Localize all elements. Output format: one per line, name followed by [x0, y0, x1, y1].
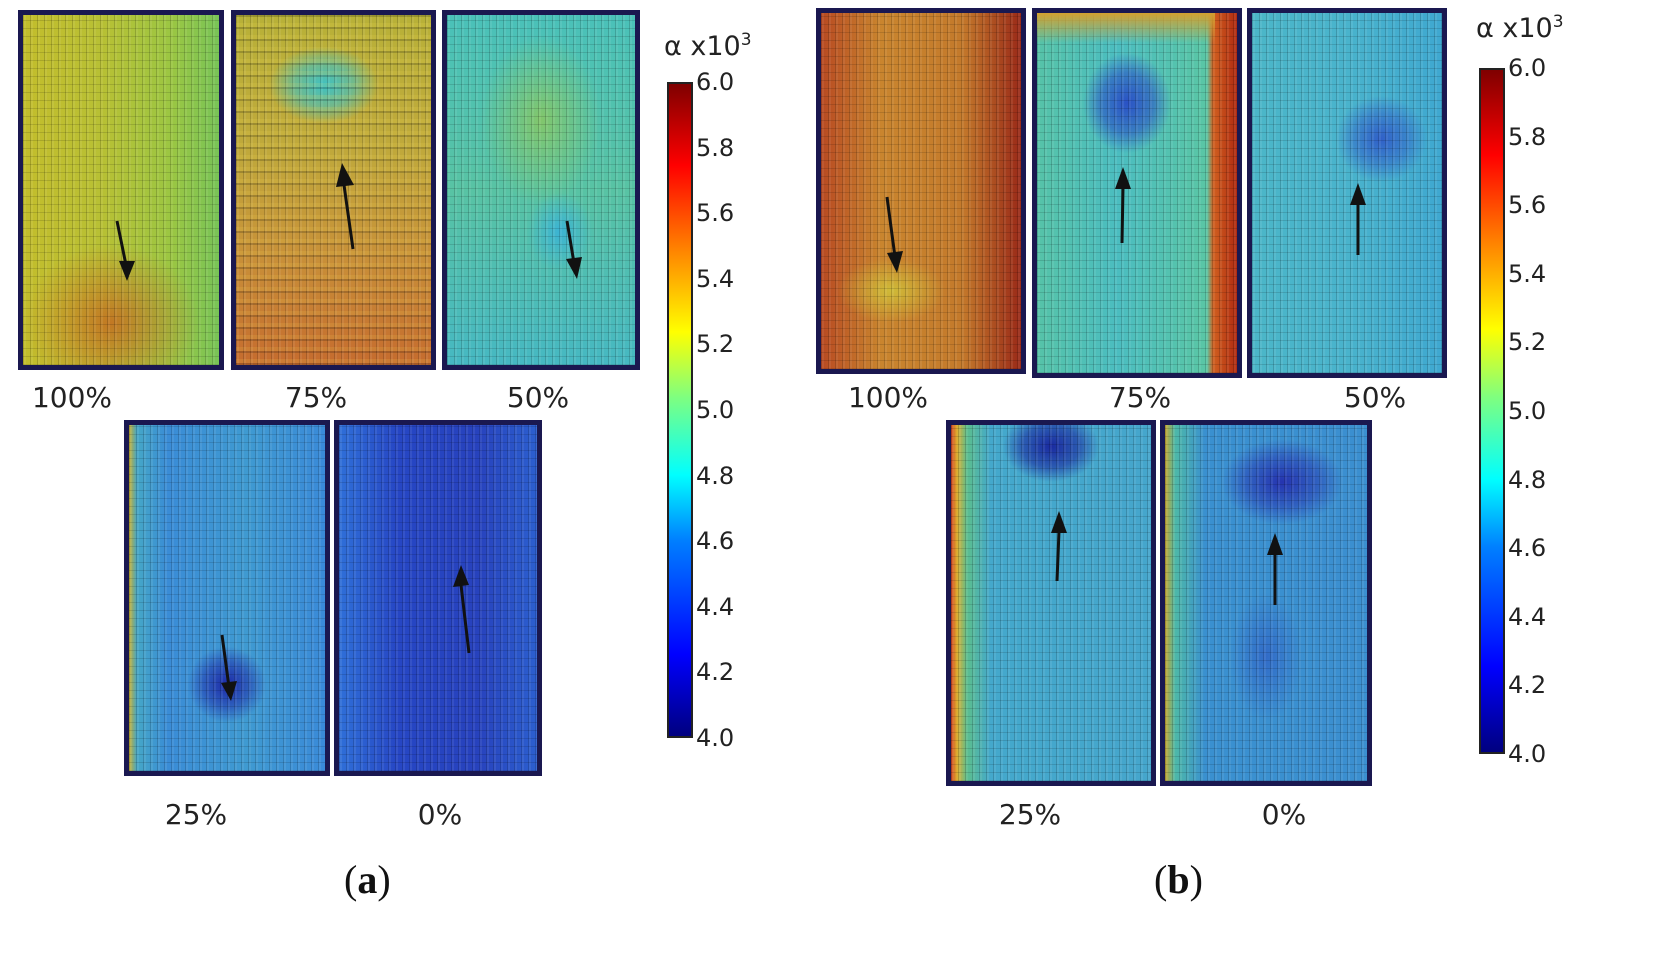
- tile-label: 75%: [284, 381, 348, 414]
- colorbar-tick-label: 4.4: [696, 592, 735, 621]
- thermal-map-a-25: [124, 420, 330, 776]
- colorbar: [1479, 68, 1505, 754]
- colorbar-tick-label: 5.6: [696, 199, 735, 228]
- tile-label: 25%: [164, 798, 228, 831]
- colorbar-title: α x103: [1476, 12, 1564, 44]
- colorbar-tick-label: 5.8: [1508, 122, 1547, 151]
- tile-label: 75%: [1108, 381, 1172, 414]
- colorbar-tick-label: 5.2: [1508, 328, 1547, 357]
- colorbar-tick-label: 5.2: [696, 330, 735, 359]
- tile-label: 50%: [1343, 381, 1407, 414]
- thermal-map-b-0: [1160, 420, 1372, 786]
- colorbar-tick-label: 4.2: [1508, 671, 1547, 700]
- colorbar-tick-label: 5.6: [1508, 191, 1547, 220]
- thermal-map-b-100: [816, 8, 1026, 374]
- colorbar-tick-label: 4.6: [696, 527, 735, 556]
- panel-caption: (a): [344, 857, 391, 902]
- arrow-icon: [220, 634, 237, 701]
- colorbar-title: α x103: [664, 30, 752, 62]
- arrow-icon: [565, 220, 582, 279]
- colorbar-tick-label: 6.0: [696, 68, 735, 96]
- thermal-map-a-75: [231, 10, 436, 370]
- tile-label: 50%: [506, 381, 570, 414]
- tile-label: 100%: [31, 381, 113, 414]
- tile-label: 0%: [417, 798, 463, 831]
- colorbar-tick-label: 4.2: [696, 658, 735, 687]
- arrow-icon: [336, 163, 355, 250]
- colorbar-tick-label: 5.0: [1508, 397, 1547, 425]
- colorbar-tick-label: 5.8: [696, 133, 735, 162]
- thermal-map-b-25: [946, 420, 1156, 786]
- colorbar-tick-label: 4.0: [696, 724, 735, 752]
- colorbar-tick-label: 4.4: [1508, 602, 1547, 631]
- thermal-map-a-50: [442, 10, 640, 370]
- tile-label: 25%: [998, 798, 1062, 831]
- tile-label: 0%: [1261, 798, 1307, 831]
- colorbar-tick-label: 5.4: [696, 264, 735, 293]
- colorbar-tick-label: 6.0: [1508, 54, 1547, 82]
- colorbar-tick-label: 5.0: [696, 396, 735, 424]
- arrow-icon: [1115, 167, 1131, 244]
- arrow-icon: [1267, 533, 1283, 605]
- thermal-map-a-100: [18, 10, 224, 370]
- arrow-icon: [115, 220, 135, 281]
- tile-label: 100%: [847, 381, 929, 414]
- colorbar-tick-label: 4.0: [1508, 740, 1547, 768]
- thermal-map-a-0: [334, 420, 542, 776]
- colorbar-tick-label: 4.8: [696, 461, 735, 490]
- thermal-map-b-50: [1247, 8, 1447, 378]
- colorbar-tick-label: 4.6: [1508, 534, 1547, 563]
- arrow-icon: [1051, 511, 1067, 582]
- colorbar-tick-label: 4.8: [1508, 465, 1547, 494]
- arrow-icon: [885, 196, 903, 273]
- panel-caption: (b): [1154, 857, 1203, 902]
- thermal-map-b-75: [1032, 8, 1242, 378]
- colorbar-tick-label: 5.4: [1508, 259, 1547, 288]
- colorbar: [667, 82, 693, 738]
- arrow-icon: [1350, 183, 1366, 255]
- arrow-icon: [453, 565, 471, 654]
